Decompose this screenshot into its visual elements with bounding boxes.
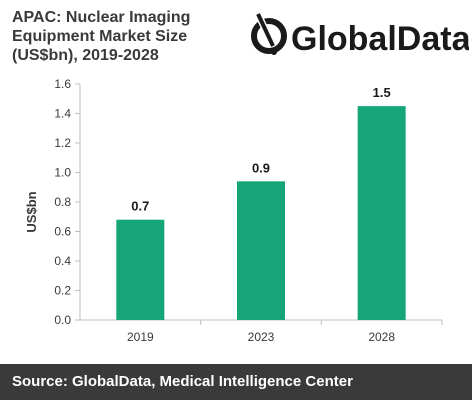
data-label: 1.5 — [373, 85, 391, 100]
y-tick-label: 1.2 — [54, 136, 71, 150]
chart-title-line: Equipment Market Size — [12, 28, 188, 45]
y-tick-label: 1.4 — [54, 107, 71, 121]
x-tick-label: 2023 — [248, 330, 275, 344]
source-note: Source: GlobalData, Medical Intelligence… — [12, 373, 353, 390]
bar-2028 — [357, 106, 406, 320]
data-label: 0.9 — [252, 160, 270, 175]
data-label: 0.7 — [131, 199, 149, 214]
data-labels: 0.7 0.9 1.5 — [131, 85, 390, 214]
y-tick-label: 0.0 — [54, 313, 71, 327]
x-tick-label: 2019 — [127, 330, 154, 344]
bars — [116, 106, 406, 320]
y-tick-label: 1.0 — [54, 166, 71, 180]
x-tick-label: 2028 — [368, 330, 395, 344]
y-axis: 0.0 0.2 0.4 0.6 0.8 1.0 1.2 1.4 1.6 — [54, 77, 81, 327]
y-tick-label: 0.4 — [54, 254, 71, 268]
bar-chart: 0.0 0.2 0.4 0.6 0.8 1.0 1.2 1.4 1.6 2019 2023 2028… — [0, 70, 472, 366]
bar-2019 — [116, 219, 165, 320]
y-tick-label: 0.8 — [54, 195, 71, 209]
globaldata-logo-icon: GlobalData. — [251, 12, 469, 58]
chart-title-line: APAC: Nuclear Imaging — [12, 9, 191, 26]
chart-title-line: (US$bn), 2019-2028 — [12, 47, 159, 64]
globaldata-logo: GlobalData. — [247, 6, 469, 62]
chart-svg: 0.0 0.2 0.4 0.6 0.8 1.0 1.2 1.4 1.6 2019 2023 2028… — [24, 77, 443, 344]
chart-title: APAC: Nuclear Imaging Equipment Market S… — [12, 8, 252, 65]
logo-text: GlobalData. — [291, 20, 469, 58]
y-tick-label: 0.6 — [54, 225, 71, 239]
x-axis: 2019 2023 2028 — [80, 319, 443, 344]
bar-2023 — [237, 181, 285, 320]
y-tick-label: 1.6 — [54, 77, 71, 91]
y-tick-label: 0.2 — [54, 284, 71, 298]
footer: Source: GlobalData, Medical Intelligence… — [0, 364, 472, 400]
y-axis-label: US$bn — [24, 191, 39, 232]
